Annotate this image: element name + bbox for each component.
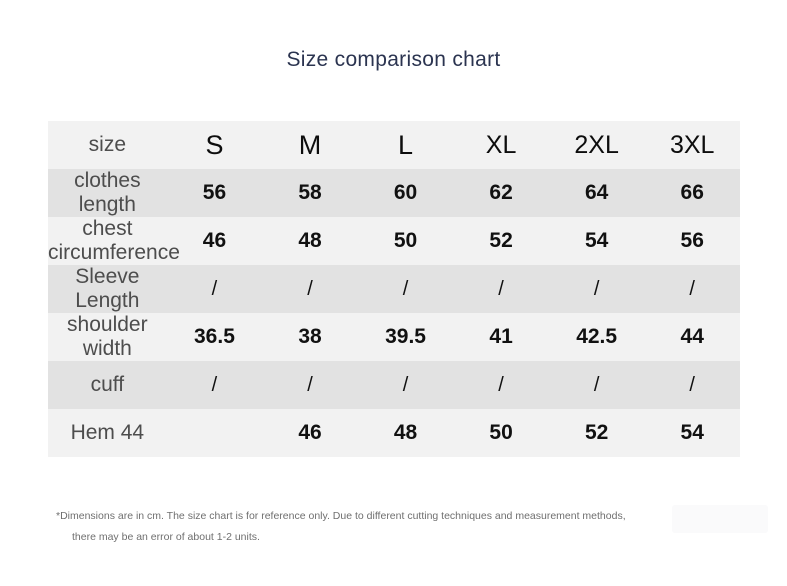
header-size-s: S (205, 129, 224, 160)
watermark-smudge (672, 505, 768, 533)
cell-hem-m: 46 (298, 421, 322, 444)
cell-clothes-length-3xl: 66 (680, 181, 704, 204)
footnote-line-1: *Dimensions are in cm. The size chart is… (56, 510, 626, 522)
cell-shoulder-m: 38 (298, 325, 322, 348)
cell-chest-3xl: 56 (680, 229, 704, 252)
cell-chest-2xl: 54 (584, 229, 609, 252)
cell-shoulder-xl: 41 (489, 325, 513, 348)
table-row-clothes-length: clothes length 56 58 60 62 64 66 (48, 169, 740, 217)
cell-chest-s: 46 (202, 229, 227, 252)
row-label-cuff: cuff (90, 373, 125, 396)
cell-sleeve-l: / (402, 277, 409, 300)
cell-chest-xl: 52 (489, 229, 513, 252)
cell-clothes-length-xl: 62 (489, 181, 513, 204)
cell-sleeve-3xl: / (689, 277, 695, 300)
cell-clothes-length-l: 60 (393, 181, 418, 204)
cell-clothes-length-m: 58 (298, 181, 322, 204)
cell-shoulder-s: 36.5 (194, 325, 235, 348)
table-row-chest-circumference: chest circumference 46 48 50 52 54 56 (48, 217, 740, 265)
cell-cuff-s: / (211, 373, 218, 396)
size-comparison-table: size S M L XL 2XL 3XL clothes length 56 … (48, 121, 740, 457)
cell-cuff-2xl: / (593, 373, 600, 396)
header-size-xl: XL (485, 130, 517, 159)
cell-cuff-xl: / (498, 373, 504, 396)
cell-hem-2xl: 52 (584, 421, 609, 444)
cell-hem-xl: 50 (489, 421, 513, 444)
footnote: *Dimensions are in cm. The size chart is… (56, 506, 716, 548)
cell-chest-l: 50 (393, 229, 418, 252)
header-size-m: M (298, 129, 322, 160)
cell-sleeve-xl: / (498, 277, 504, 300)
header-size-2xl: 2XL (574, 130, 619, 159)
table-row-cuff: cuff / / / / / / (48, 361, 740, 409)
cell-clothes-length-2xl: 64 (584, 181, 609, 204)
cell-shoulder-l: 39.5 (385, 325, 426, 348)
page-title: Size comparison chart (286, 48, 501, 71)
cell-cuff-m: / (307, 373, 313, 396)
cell-cuff-l: / (402, 373, 409, 396)
cell-hem-s (167, 409, 263, 457)
table-row-hem: Hem 44 46 48 50 52 54 (48, 409, 740, 457)
row-label-clothes-length: clothes length (74, 169, 141, 216)
row-label-sleeve-length: Sleeve Length (75, 265, 140, 312)
footnote-line-2: there may be an error of about 1-2 units… (72, 531, 260, 543)
table-header-row: size S M L XL 2XL 3XL (48, 121, 740, 169)
cell-sleeve-2xl: / (593, 277, 600, 300)
header-label-size: size (88, 133, 127, 156)
cell-shoulder-2xl: 42.5 (576, 325, 618, 348)
row-label-chest-circumference: chest circumference (48, 217, 180, 264)
row-label-hem: Hem 44 (70, 421, 145, 444)
header-size-l: L (398, 129, 414, 160)
cell-hem-3xl: 54 (680, 421, 704, 444)
cell-chest-m: 48 (298, 229, 322, 252)
cell-sleeve-m: / (307, 277, 313, 300)
cell-cuff-3xl: / (689, 373, 695, 396)
cell-shoulder-3xl: 44 (680, 325, 704, 348)
header-size-3xl: 3XL (669, 130, 715, 159)
cell-clothes-length-s: 56 (202, 181, 227, 204)
cell-hem-l: 48 (393, 421, 418, 444)
cell-sleeve-s: / (211, 277, 218, 300)
table-row-sleeve-length: Sleeve Length / / / / / / (48, 265, 740, 313)
table-row-shoulder-width: shoulder width 36.5 38 39.5 41 42.5 44 (48, 313, 740, 361)
row-label-shoulder-width: shoulder width (67, 313, 148, 360)
